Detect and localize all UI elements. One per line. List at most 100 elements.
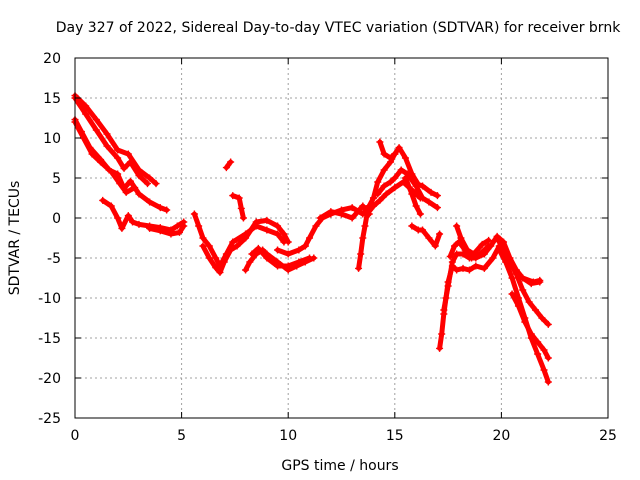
- data-point: [436, 344, 444, 352]
- data-point: [103, 142, 111, 150]
- x-tick-label: 0: [71, 428, 80, 444]
- data-point: [274, 262, 282, 270]
- data-point: [457, 234, 465, 242]
- x-tick-label: 25: [599, 428, 617, 444]
- data-point: [212, 264, 220, 272]
- series-pass-22: [408, 222, 444, 250]
- data-point: [408, 190, 416, 198]
- data-point: [131, 184, 139, 192]
- data-point: [227, 246, 235, 254]
- series-trace: [403, 175, 423, 217]
- data-point: [433, 204, 441, 212]
- data-point: [361, 222, 369, 230]
- data-point: [376, 196, 384, 204]
- data-point: [152, 180, 160, 188]
- data-point: [444, 282, 452, 290]
- data-point: [401, 154, 409, 162]
- series-pass-09: [222, 158, 235, 172]
- data-point: [436, 230, 444, 238]
- data-point: [88, 150, 96, 158]
- data-point: [397, 166, 405, 174]
- series-pass-30: [519, 274, 544, 288]
- data-point: [301, 242, 309, 250]
- x-axis-label: GPS time / hours: [281, 458, 398, 474]
- data-point: [122, 188, 130, 196]
- series-trace: [243, 247, 317, 273]
- y-tick-label: 5: [52, 171, 61, 187]
- data-point: [357, 250, 365, 258]
- data-point: [199, 234, 207, 242]
- data-point: [92, 116, 100, 124]
- data-point: [401, 174, 409, 182]
- data-point: [124, 150, 132, 158]
- data-point: [440, 306, 448, 314]
- data-point: [103, 130, 111, 138]
- data-point: [544, 354, 552, 362]
- data-point: [540, 366, 548, 374]
- data-point: [124, 212, 132, 220]
- data-point: [463, 246, 471, 254]
- data-point: [237, 204, 245, 212]
- data-point: [205, 254, 213, 262]
- data-point: [493, 234, 501, 242]
- data-point: [374, 178, 382, 186]
- series-trace: [223, 159, 234, 171]
- data-point: [263, 254, 271, 262]
- data-point: [536, 278, 544, 286]
- data-point: [534, 338, 542, 346]
- series-pass-06: [146, 222, 188, 238]
- data-point: [212, 254, 220, 262]
- data-point: [306, 254, 314, 262]
- data-point: [156, 204, 164, 212]
- data-point: [376, 138, 384, 146]
- data-point: [248, 250, 256, 258]
- y-tick-label: 15: [43, 91, 61, 107]
- data-point: [295, 246, 303, 254]
- series-trace: [375, 167, 440, 211]
- data-point: [146, 198, 154, 206]
- data-point: [235, 194, 243, 202]
- data-point: [380, 182, 388, 190]
- x-tick-label: 15: [386, 428, 404, 444]
- data-point: [502, 258, 510, 266]
- data-point: [284, 238, 292, 246]
- data-point: [97, 158, 105, 166]
- data-point: [476, 250, 484, 258]
- data-point: [135, 220, 143, 228]
- data-point: [391, 184, 399, 192]
- data-point: [508, 274, 516, 282]
- y-tick-label: -5: [47, 251, 61, 267]
- data-point: [327, 208, 335, 216]
- data-point: [284, 262, 292, 270]
- data-point: [135, 190, 143, 198]
- data-point: [216, 268, 224, 276]
- data-point: [359, 234, 367, 242]
- data-point: [527, 330, 535, 338]
- y-tick-label: -20: [38, 371, 61, 387]
- data-point: [348, 214, 356, 222]
- data-point: [120, 164, 128, 172]
- data-point: [472, 262, 480, 270]
- series-trace: [317, 203, 372, 221]
- data-point: [387, 154, 395, 162]
- series-pass-26: [453, 222, 493, 258]
- data-point: [495, 246, 503, 254]
- data-point: [514, 302, 522, 310]
- data-point: [239, 214, 247, 222]
- data-point: [453, 222, 461, 230]
- data-point: [485, 236, 493, 244]
- data-point: [519, 274, 527, 282]
- data-point: [242, 234, 250, 242]
- data-point: [453, 266, 461, 274]
- y-axis-label: SDTVAR / TECUs: [7, 181, 23, 296]
- data-point: [448, 258, 456, 266]
- data-point: [280, 230, 288, 238]
- series-pass-18: [376, 138, 399, 162]
- series-trace: [275, 243, 308, 257]
- data-point: [512, 270, 520, 278]
- data-point: [156, 227, 164, 235]
- data-point: [433, 192, 441, 200]
- data-point: [478, 240, 486, 248]
- data-point: [468, 254, 476, 262]
- plot-area: [71, 92, 552, 386]
